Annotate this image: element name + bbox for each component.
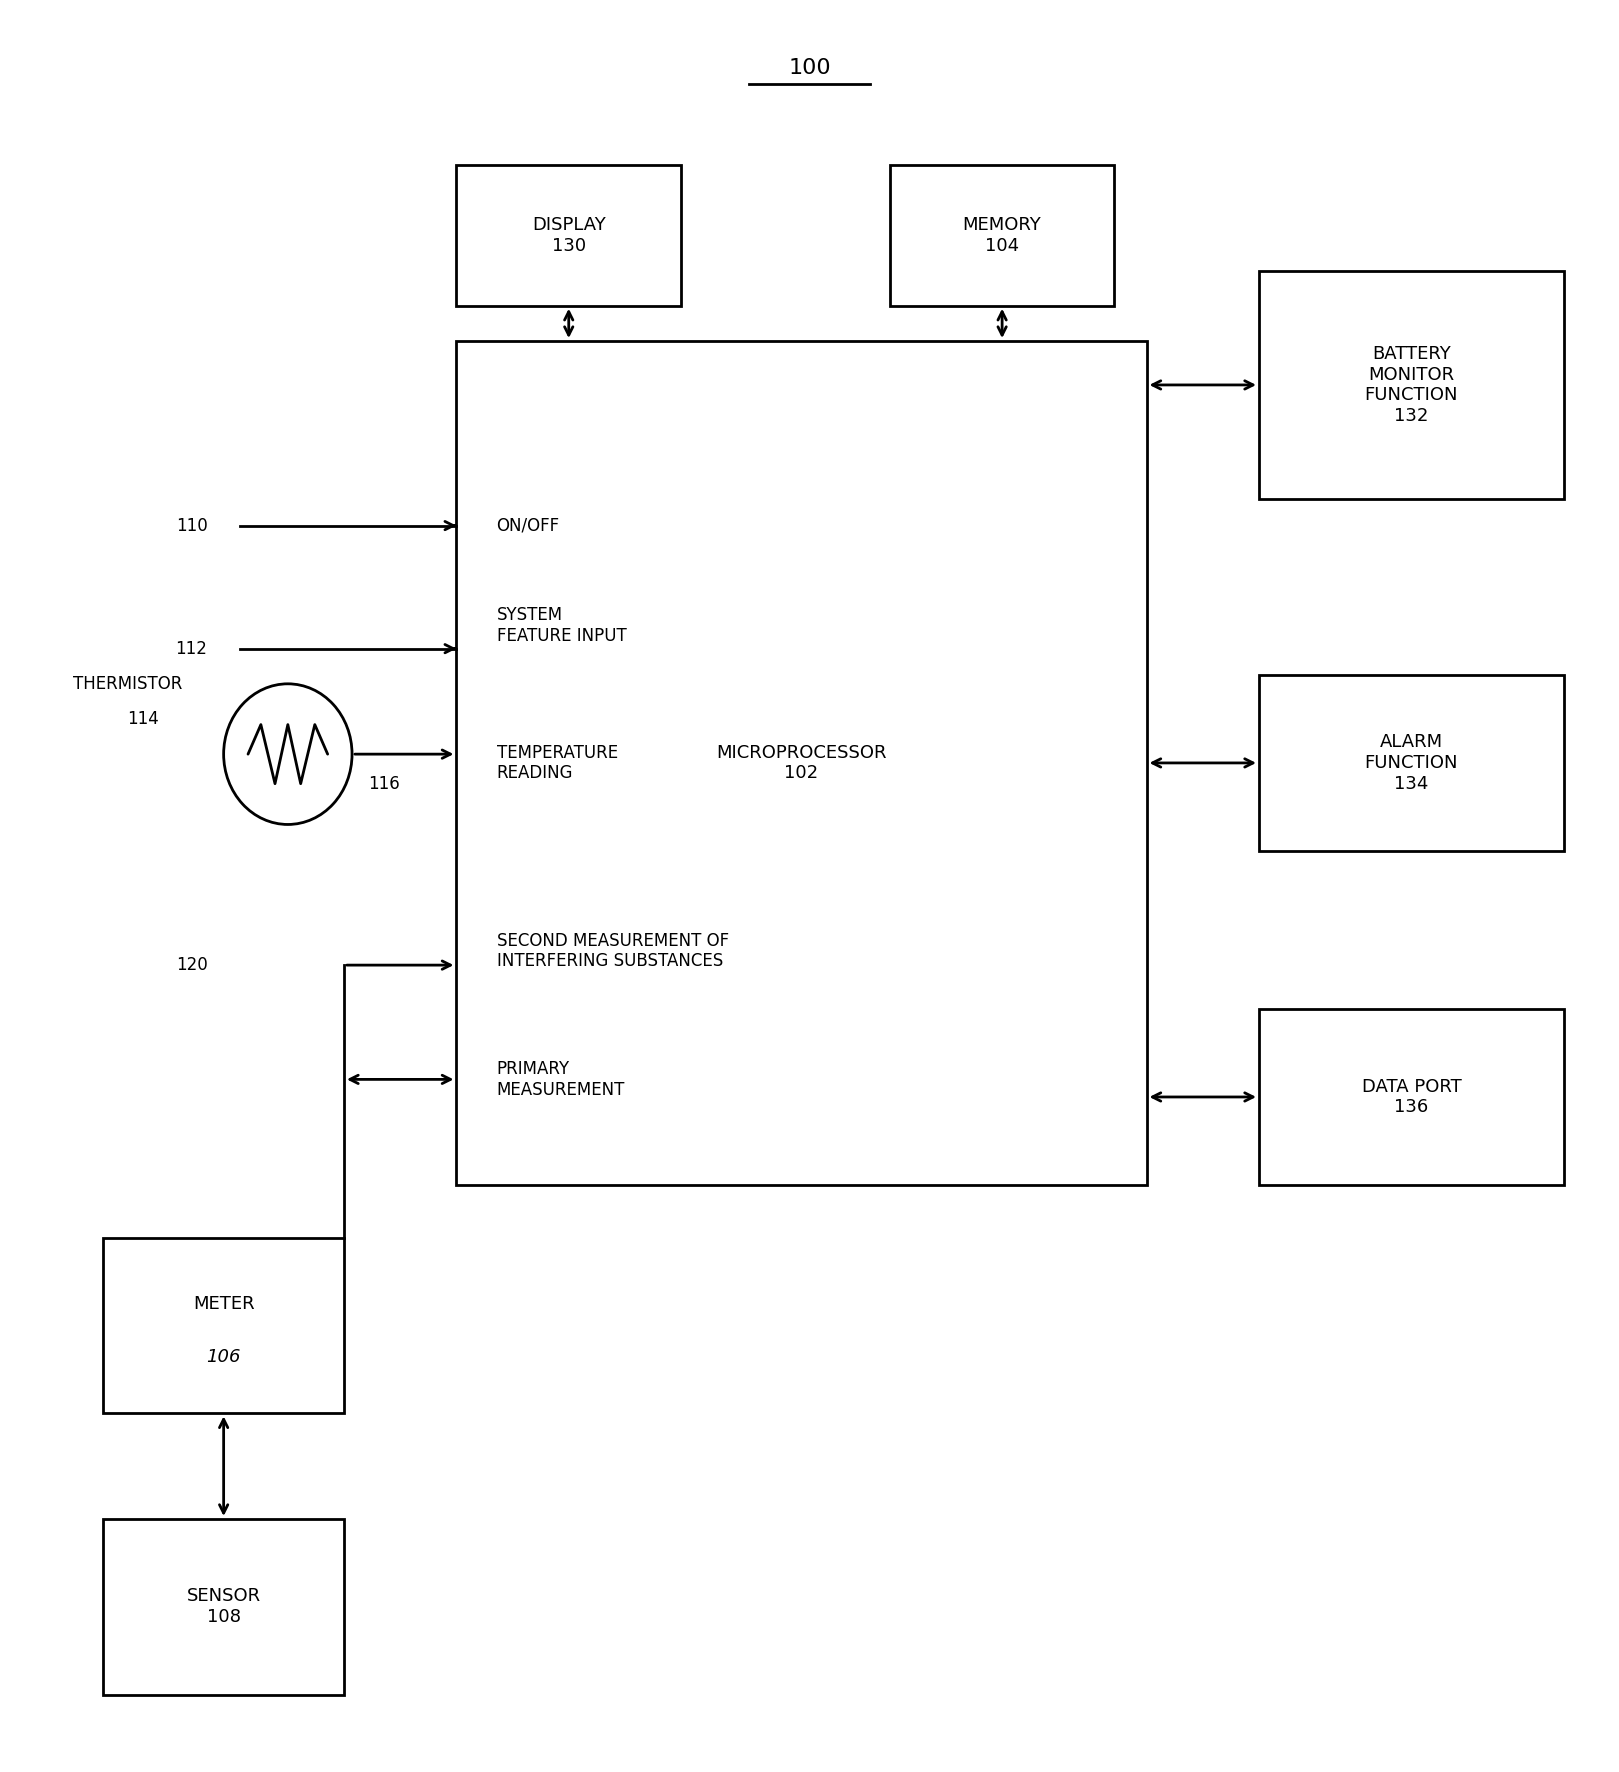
FancyBboxPatch shape — [457, 340, 1146, 1185]
FancyBboxPatch shape — [1260, 675, 1564, 851]
Text: 120: 120 — [175, 957, 207, 975]
FancyBboxPatch shape — [1260, 1008, 1564, 1185]
Text: 100: 100 — [788, 58, 831, 78]
Text: ON/OFF: ON/OFF — [497, 517, 560, 535]
Text: 110: 110 — [175, 517, 207, 535]
FancyBboxPatch shape — [104, 1519, 343, 1694]
FancyBboxPatch shape — [890, 165, 1114, 307]
Text: TEMPERATURE
READING: TEMPERATURE READING — [497, 744, 617, 781]
Text: SYSTEM
FEATURE INPUT: SYSTEM FEATURE INPUT — [497, 606, 627, 645]
Text: ALARM
FUNCTION
134: ALARM FUNCTION 134 — [1365, 734, 1459, 792]
Text: MEMORY
104: MEMORY 104 — [963, 216, 1041, 255]
Text: MICROPROCESSOR
102: MICROPROCESSOR 102 — [716, 744, 887, 781]
FancyBboxPatch shape — [457, 165, 682, 307]
Text: SENSOR
108: SENSOR 108 — [186, 1588, 261, 1627]
Text: THERMISTOR: THERMISTOR — [73, 675, 181, 693]
Text: DATA PORT
136: DATA PORT 136 — [1362, 1077, 1462, 1116]
Text: DISPLAY
130: DISPLAY 130 — [533, 216, 606, 255]
Text: 114: 114 — [128, 711, 159, 728]
Text: 112: 112 — [175, 640, 207, 657]
Text: METER: METER — [193, 1295, 254, 1313]
Text: PRIMARY
MEASUREMENT: PRIMARY MEASUREMENT — [497, 1060, 625, 1099]
Text: BATTERY
MONITOR
FUNCTION
132: BATTERY MONITOR FUNCTION 132 — [1365, 346, 1459, 425]
FancyBboxPatch shape — [104, 1237, 343, 1414]
FancyBboxPatch shape — [1260, 271, 1564, 500]
Text: 106: 106 — [206, 1348, 241, 1366]
Text: 116: 116 — [368, 774, 400, 794]
Text: SECOND MEASUREMENT OF
INTERFERING SUBSTANCES: SECOND MEASUREMENT OF INTERFERING SUBSTA… — [497, 932, 729, 971]
